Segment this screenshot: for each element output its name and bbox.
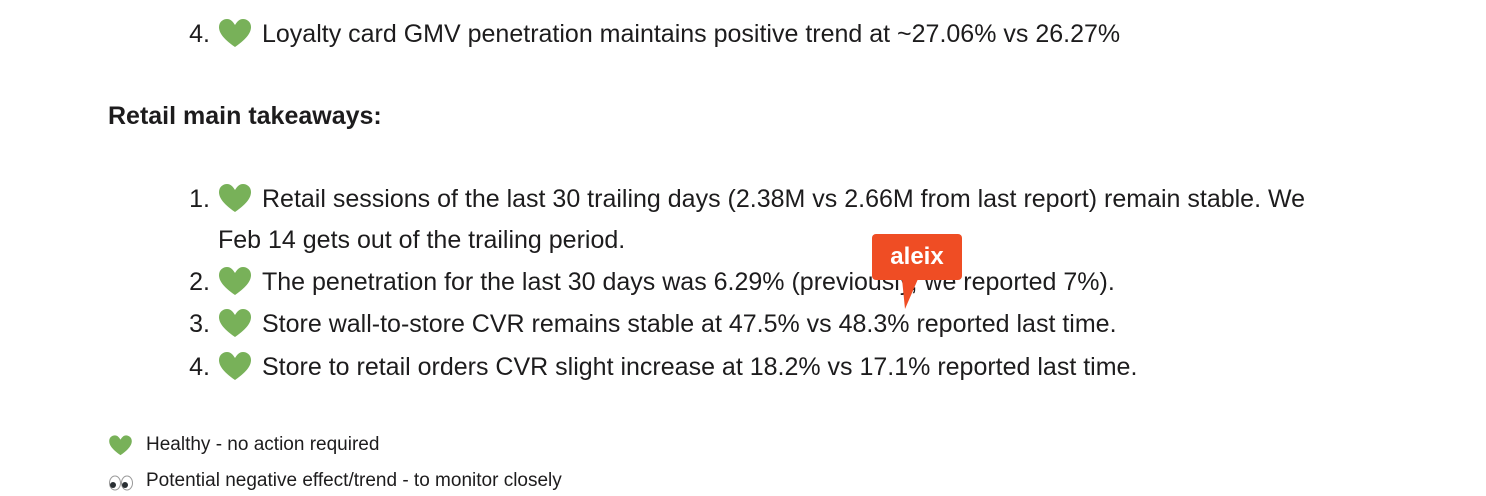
item-text: Loyalty card GMV penetration maintains p… <box>262 20 1121 48</box>
list-number: 1. <box>189 185 210 213</box>
cursor-label: aleix <box>872 234 962 280</box>
section-heading: Retail main takeaways: <box>108 102 382 130</box>
item-text: Store to retail orders CVR slight increa… <box>262 353 1138 381</box>
list-item: 4. Loyalty card GMV penetration maintains… <box>0 13 1486 55</box>
list-number: 4. <box>189 353 210 381</box>
list-number: 4. <box>189 20 210 48</box>
list-item: 1. Retail sessions of the last 30 trailin… <box>0 178 1486 220</box>
list-item: 3. Store wall-to-store CVR remains stable… <box>0 303 1486 345</box>
heart-icon <box>219 352 251 380</box>
heart-icon <box>219 267 251 295</box>
list-number: 2. <box>189 268 210 296</box>
heart-icon <box>219 19 251 47</box>
item-text: Retail sessions of the last 30 trailing … <box>262 185 1306 213</box>
eyes-icon <box>109 475 133 491</box>
item-text: Store wall-to-store CVR remains stable a… <box>262 310 1117 338</box>
item-text: The penetration for the last 30 days was… <box>262 268 1115 296</box>
legend-text: Healthy - no action required <box>146 434 380 455</box>
list-number: 3. <box>189 310 210 338</box>
item-text-continued: Feb 14 gets out of the trailing period. <box>218 226 626 254</box>
heart-icon <box>219 309 251 337</box>
heart-icon <box>219 184 251 212</box>
list-item: 4. Store to retail orders CVR slight incr… <box>0 346 1486 388</box>
cursor-pointer <box>902 279 918 309</box>
heart-icon <box>109 435 132 456</box>
list-item: 2. The penetration for the last 30 days w… <box>0 261 1486 303</box>
legend-text: Potential negative effect/trend - to mon… <box>146 470 562 491</box>
